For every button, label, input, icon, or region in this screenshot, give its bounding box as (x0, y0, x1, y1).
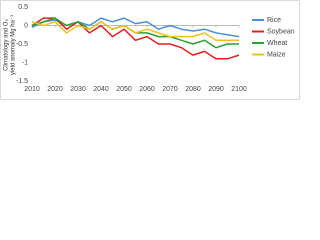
legend-label: Rice (267, 17, 281, 24)
x-tick-label: 2020 (47, 86, 63, 93)
x-tick-label: 2070 (162, 86, 178, 93)
y-tick-label: 0.5 (18, 4, 28, 11)
y-axis-label: Climatology and O₃ (4, 19, 10, 71)
x-tick-label: 2060 (139, 86, 155, 93)
x-tick-label: 2080 (185, 86, 201, 93)
line-series (31, 21, 239, 42)
y-tick-label: -1.5 (16, 78, 28, 85)
chart: Climatology and O₃ yield anomaly Mg ha⁻¹… (0, 0, 300, 100)
x-tick-label: 2100 (231, 86, 247, 93)
x-tick-label: 2040 (93, 86, 109, 93)
y-tick-label: -1 (22, 59, 28, 66)
chart-frame (0, 0, 300, 100)
x-tick-label: 2010 (24, 86, 40, 93)
x-tick-label: 2030 (70, 86, 86, 93)
y-tick-label: -0.5 (16, 41, 28, 48)
x-tick-label: 2050 (116, 86, 132, 93)
x-tick-label: 2090 (208, 86, 224, 93)
y-axis-label: yield anomaly Mg ha⁻¹ (11, 15, 17, 75)
legend-label: Soybean (267, 28, 295, 35)
legend-label: Wheat (267, 40, 287, 47)
legend-label: Maize (267, 51, 286, 58)
line-series (31, 17, 240, 60)
y-tick-label: 0 (24, 22, 28, 29)
